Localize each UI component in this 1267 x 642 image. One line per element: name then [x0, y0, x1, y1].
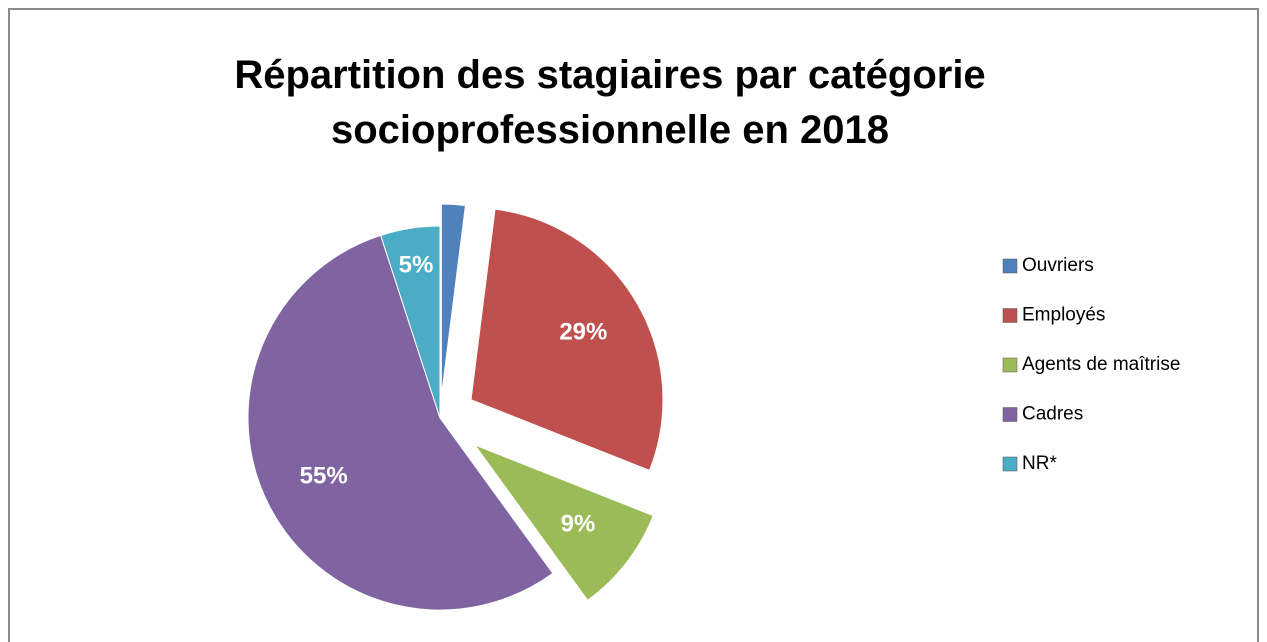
legend-swatch	[1002, 258, 1018, 274]
pie-slice	[440, 203, 467, 397]
legend-swatch	[1002, 407, 1018, 422]
chart-title: socioprofessionnelle en 2018	[331, 108, 889, 152]
legend-label: Cadres	[1022, 404, 1083, 425]
legend-label: Ouvriers	[1022, 255, 1094, 276]
legend-swatch	[1002, 456, 1018, 472]
data-label: 29%	[559, 319, 607, 346]
legend-label: Employés	[1022, 305, 1105, 326]
legend-swatch	[1002, 357, 1018, 373]
pie-slice	[473, 443, 654, 601]
data-label: 5%	[399, 252, 434, 279]
chart-title: Répartition des stagiaires par catégorie	[234, 53, 985, 97]
data-label: 9%	[561, 510, 596, 537]
data-label: 55%	[300, 463, 348, 490]
pie-slice	[470, 208, 664, 472]
legend-label: NR*	[1022, 453, 1057, 474]
legend-label: Agents de maîtrise	[1022, 354, 1180, 375]
legend-swatch	[1002, 308, 1018, 323]
pie-slice	[380, 225, 441, 419]
pie-slice	[247, 234, 554, 611]
